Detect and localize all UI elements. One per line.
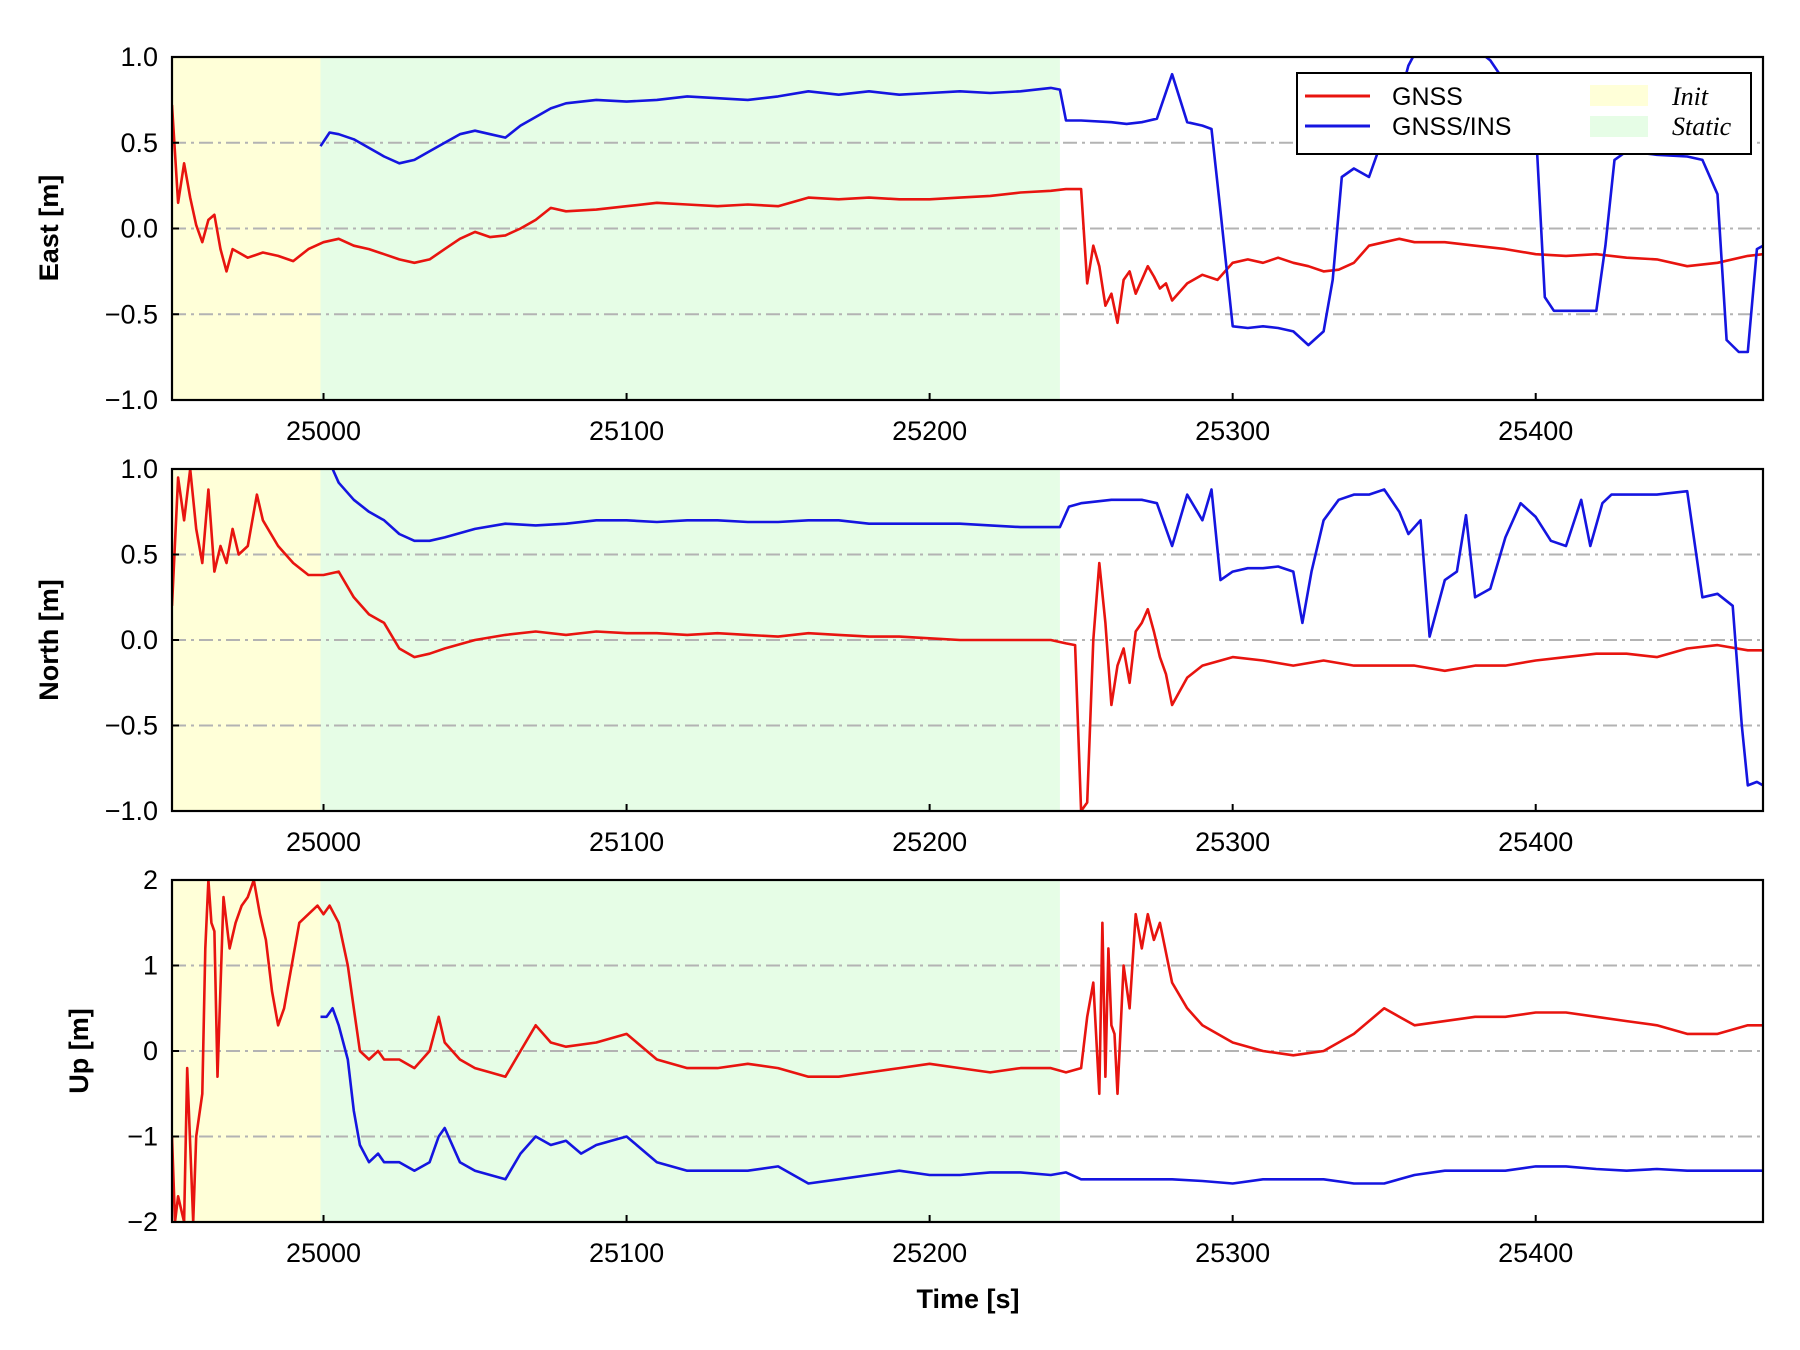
x-tick-label: 25000 (286, 416, 361, 446)
y-tick-label: −2 (127, 1207, 158, 1237)
series-line-gnss (172, 469, 1763, 811)
x-tick-label: 25400 (1498, 1238, 1573, 1268)
x-tick-label: 25400 (1498, 416, 1573, 446)
x-tick-label: 25300 (1195, 416, 1270, 446)
y-tick-label: 1.0 (120, 454, 158, 484)
y-axis-title: North [m] (34, 579, 64, 700)
panels-group: 1.0 0.5 0.0 −0.5 −1.0 25000 25100 25200 25300 254… (34, 42, 1765, 1268)
y-tick-label: −0.5 (105, 299, 158, 329)
x-tick-label: 25200 (892, 416, 967, 446)
x-tick-label: 25100 (589, 416, 664, 446)
legend-ins-label: GNSS/INS (1392, 113, 1511, 141)
y-axis-title: Up [m] (64, 1008, 94, 1093)
x-tick-label: 25100 (589, 827, 664, 857)
y-tick-label: 0 (143, 1036, 158, 1066)
x-tick-label: 25200 (892, 1238, 967, 1268)
y-tick-label: 1.0 (120, 42, 158, 72)
y-tick-label: 0.0 (120, 214, 158, 244)
series-line-gnss (172, 104, 1763, 325)
legend-gnss-label: GNSS (1392, 83, 1463, 111)
x-tick-label: 25300 (1195, 827, 1270, 857)
y-tick-label: 0.0 (120, 625, 158, 655)
x-tick-label: 25400 (1498, 827, 1573, 857)
legend-init-label: Init (1671, 82, 1709, 111)
series-line-gnss-ins (320, 1006, 1763, 1185)
y-axis-title: East [m] (34, 175, 64, 282)
series-line-gnss-ins (319, 57, 1763, 354)
x-tick-label: 25200 (892, 827, 967, 857)
series-line-gnss (172, 880, 1763, 1222)
legend-frame (1296, 72, 1752, 155)
y-tick-label: 2 (143, 865, 158, 895)
panel-2: 1.0 0.5 0.0 −0.5 −1.0 25000 25100 25200 25300 254… (34, 454, 1765, 857)
y-tick-label: 0.5 (120, 540, 158, 570)
series-line-gnss-ins (331, 469, 1763, 787)
y-tick-label: −1 (127, 1122, 158, 1152)
y-tick-label: −0.5 (105, 711, 158, 741)
y-tick-label: −1.0 (105, 796, 158, 826)
legend-static-swatch (1590, 116, 1648, 137)
x-tick-label: 25100 (589, 1238, 664, 1268)
legend: GNSS GNSS/INS Init Static (1296, 72, 1752, 155)
legend-init-swatch (1590, 85, 1648, 106)
y-tick-label: 0.5 (120, 128, 158, 158)
x-tick-label: 25300 (1195, 1238, 1270, 1268)
panel-1: 1.0 0.5 0.0 −0.5 −1.0 25000 25100 25200 25300 254… (34, 42, 1765, 446)
x-axis-title: Time [s] (916, 1284, 1019, 1314)
x-tick-label: 25000 (286, 1238, 361, 1268)
legend-static-label: Static (1672, 112, 1732, 141)
panel-3: 2 1 0 −1 −2 25000 25100 25200 25300 25400 Up [m] (64, 865, 1765, 1268)
x-tick-label: 25000 (286, 827, 361, 857)
y-tick-label: −1.0 (105, 385, 158, 415)
y-tick-label: 1 (143, 951, 158, 981)
